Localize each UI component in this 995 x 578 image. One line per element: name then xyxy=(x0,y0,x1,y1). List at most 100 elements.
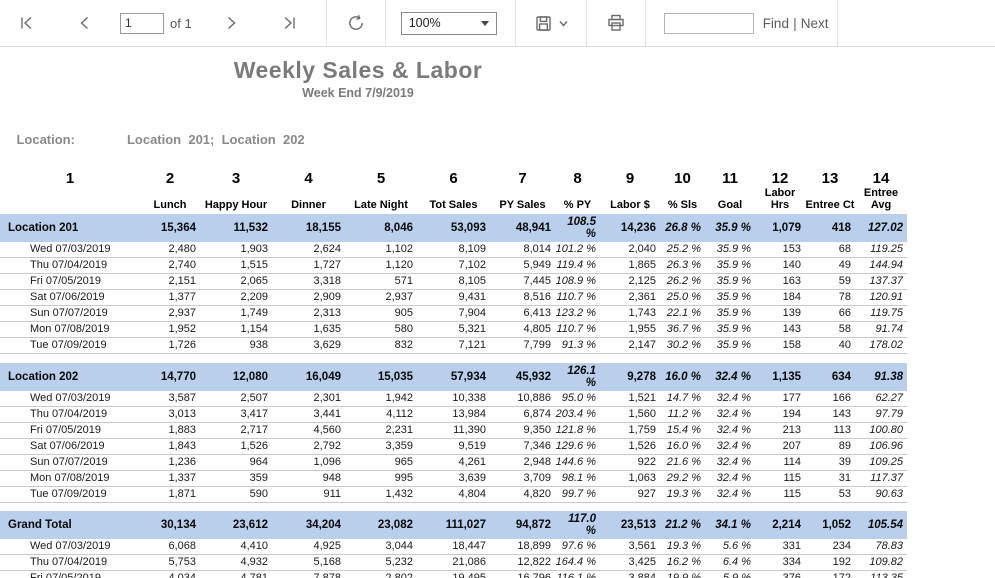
cell: 58 xyxy=(805,321,855,338)
cell: 3,709 xyxy=(490,470,555,487)
cell: 7,799 xyxy=(490,337,555,354)
cell: 123.2 % xyxy=(555,305,600,322)
previous-page-button[interactable] xyxy=(70,8,100,38)
toolbar-divider xyxy=(836,0,838,46)
cell: 6,068 xyxy=(140,539,200,555)
cell: 16.2 % xyxy=(660,554,705,571)
column-number: 4 xyxy=(304,170,313,187)
chevron-down-icon xyxy=(559,20,568,27)
print-button[interactable] xyxy=(601,8,631,38)
cell: 108.9 % xyxy=(555,273,600,290)
cell: 172 xyxy=(805,570,855,578)
group-name: Location 201 xyxy=(0,214,140,242)
export-button[interactable] xyxy=(530,8,574,38)
cell: 2,937 xyxy=(345,289,417,306)
cell: 21,086 xyxy=(417,554,490,571)
table-head: 1 2 3 4 5 6 7 8 9 10 11 12 13 14 Lunch Happy Hour Dinner… xyxy=(0,168,907,214)
cell: 1,903 xyxy=(200,242,272,258)
group-total-cell: 9,278 xyxy=(600,362,660,391)
cell: 114 xyxy=(755,454,805,471)
cell: 6,874 xyxy=(490,406,555,423)
column-label: % PY xyxy=(563,198,592,211)
cell: 359 xyxy=(200,470,272,487)
first-page-button[interactable] xyxy=(12,8,42,38)
cell: 213 xyxy=(755,422,805,439)
cell: 35.9 % xyxy=(705,273,755,290)
find-next-divider: | xyxy=(792,15,797,31)
group-total-cell: 127.02 xyxy=(855,214,907,242)
cell: 376 xyxy=(755,570,805,578)
cell: 2,313 xyxy=(272,305,345,322)
group-total-cell: 117.0 % xyxy=(555,511,600,539)
cell: 5,321 xyxy=(417,321,490,338)
cell: 2,740 xyxy=(140,257,200,274)
cell: 120.91 xyxy=(855,289,907,306)
refresh-button[interactable] xyxy=(341,8,371,38)
cell: 32.4 % xyxy=(705,470,755,487)
cell: 3,587 xyxy=(140,390,200,407)
cell: 3,417 xyxy=(200,406,272,423)
cell: 32.4 % xyxy=(705,406,755,423)
table-body: Location 201 15,364 11,532 18,155 8,046 53,09… xyxy=(0,214,907,578)
column-label: Dinner xyxy=(291,198,326,211)
cell: 129.6 % xyxy=(555,438,600,455)
cell: 21.6 % xyxy=(660,454,705,471)
cell: 39 xyxy=(805,454,855,471)
table-row: Sat 07/06/2019 1,377 2,209 2,909 2,937 9,431 8… xyxy=(0,289,907,306)
group-total-cell: 1,135 xyxy=(755,362,805,391)
next-page-button[interactable] xyxy=(216,8,246,38)
first-page-icon xyxy=(21,16,32,30)
next-link[interactable]: Next xyxy=(800,15,829,31)
cell: 4,932 xyxy=(200,554,272,571)
location-label: Location: xyxy=(16,132,75,147)
cell: 62.27 xyxy=(855,390,907,407)
cell: 1,377 xyxy=(140,289,200,306)
cell: 1,096 xyxy=(272,454,345,471)
table-row: Thu 07/04/2019 2,740 1,515 1,727 1,120 7,102 5… xyxy=(0,257,907,274)
cell: 166 xyxy=(805,390,855,407)
cell: 18,447 xyxy=(417,539,490,555)
cell: 3,884 xyxy=(600,570,660,578)
cell: 4,410 xyxy=(200,539,272,555)
cell: 26.2 % xyxy=(660,273,705,290)
cell: 116.1 % xyxy=(555,570,600,578)
cell: 1,952 xyxy=(140,321,200,338)
cell: 2,040 xyxy=(600,242,660,258)
cell: 4,560 xyxy=(272,422,345,439)
cell: 49 xyxy=(805,257,855,274)
cell: 32.4 % xyxy=(705,422,755,439)
group-total-cell: 14,770 xyxy=(140,362,200,391)
cell: 109.25 xyxy=(855,454,907,471)
date-label: Thu 07/04/2019 xyxy=(0,554,140,571)
find-link[interactable]: Find xyxy=(762,15,789,31)
cell: 1,521 xyxy=(600,390,660,407)
toolbar-divider xyxy=(384,0,386,46)
cell: 1,727 xyxy=(272,257,345,274)
group-name: Grand Total xyxy=(0,511,140,539)
table-row: Fri 07/05/2019 4,034 4,781 7,878 2,802 19,495… xyxy=(0,570,907,578)
cell: 4,034 xyxy=(140,570,200,578)
column-label: PY Sales xyxy=(499,198,546,211)
last-page-button[interactable] xyxy=(274,8,304,38)
cell: 178.02 xyxy=(855,337,907,354)
cell: 8,516 xyxy=(490,289,555,306)
table-row: Fri 07/05/2019 1,883 2,717 4,560 2,231 11,390… xyxy=(0,422,907,439)
table-row: Sun 07/07/2019 1,236 964 1,096 965 4,261 2,948… xyxy=(0,454,907,471)
cell: 32.4 % xyxy=(705,390,755,407)
table-row: Mon 07/08/2019 1,337 359 948 995 3,639 3,709 98… xyxy=(0,470,907,487)
cell: 948 xyxy=(272,470,345,487)
group-total-cell: 1,052 xyxy=(805,511,855,539)
cell: 3,629 xyxy=(272,337,345,354)
cell: 1,749 xyxy=(200,305,272,322)
cell: 53 xyxy=(805,486,855,503)
find-input[interactable] xyxy=(663,12,754,34)
cell: 113 xyxy=(805,422,855,439)
cell: 1,102 xyxy=(345,242,417,258)
zoom-select[interactable]: 100% xyxy=(400,11,497,35)
date-label: Sat 07/06/2019 xyxy=(0,289,140,306)
cell: 143 xyxy=(805,406,855,423)
page-number-input[interactable] xyxy=(120,12,164,34)
cell: 4,112 xyxy=(345,406,417,423)
group-row: Location 201 15,364 11,532 18,155 8,046 53,09… xyxy=(0,214,907,242)
cell: 3,359 xyxy=(345,438,417,455)
